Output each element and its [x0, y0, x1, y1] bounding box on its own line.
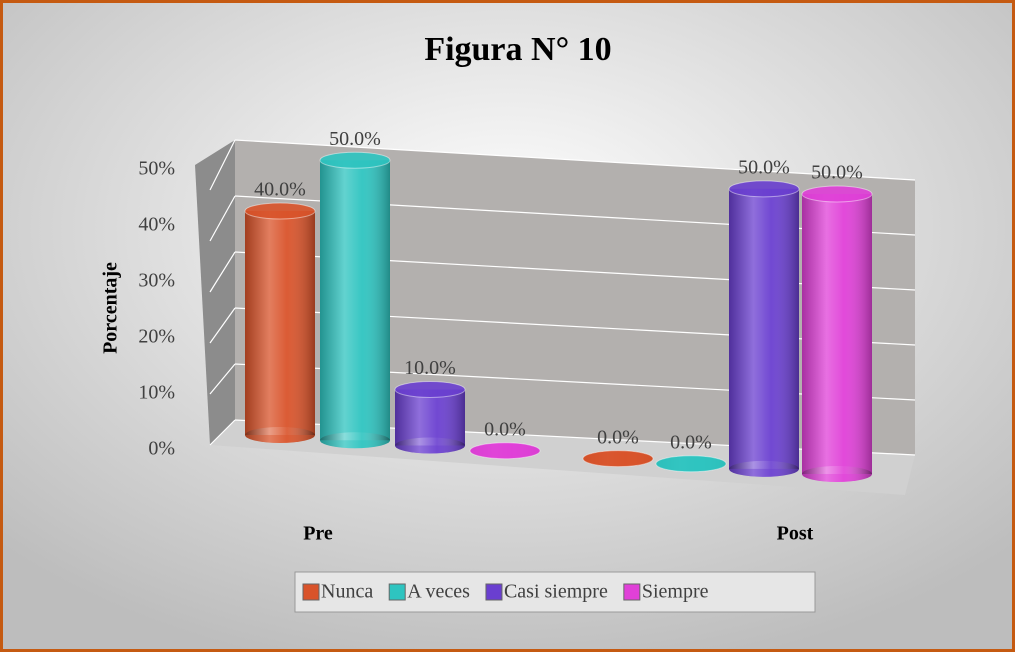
- grid-line: [209, 251, 236, 293]
- cylinder-shine-base: [395, 437, 465, 454]
- legend: [294, 571, 816, 613]
- cylinder: [582, 450, 654, 468]
- legend-label: A veces: [407, 581, 470, 603]
- cylinder-shine-base: [245, 427, 315, 443]
- y-tick-label: 30%: [138, 270, 175, 292]
- cylinder-shine: [245, 211, 315, 435]
- legend-label: Casi siempre: [504, 581, 608, 603]
- y-tick-label: 50%: [138, 158, 175, 180]
- legend-swatch: [623, 583, 641, 601]
- cylinder-top: [319, 151, 391, 169]
- x-tick-label: Pre: [303, 523, 333, 545]
- cylinder-shine: [320, 160, 390, 441]
- y-tick-label: 0%: [148, 438, 175, 460]
- chart-title: Figura N° 10: [424, 31, 611, 68]
- side-wall: [195, 140, 235, 445]
- grid-line: [209, 139, 236, 191]
- cylinder: [244, 202, 316, 443]
- value-label: 0.0%: [484, 418, 526, 440]
- cylinder-shine: [802, 193, 872, 474]
- cylinder-top: [655, 455, 727, 473]
- y-axis-label: Porcentaje: [100, 262, 122, 354]
- value-label: 40.0%: [254, 179, 306, 201]
- value-label: 50.0%: [329, 128, 381, 150]
- value-label: 50.0%: [811, 162, 863, 184]
- value-label: 0.0%: [670, 431, 712, 453]
- grid-line: [234, 139, 916, 181]
- legend-swatch: [485, 583, 503, 601]
- cylinder-shine-base: [320, 432, 390, 449]
- value-label: 10.0%: [404, 357, 456, 379]
- legend-swatch: [388, 583, 406, 601]
- y-tick-label: 20%: [138, 326, 175, 348]
- cylinder-top: [469, 442, 541, 460]
- cylinder: [655, 455, 727, 473]
- y-tick-label: 40%: [138, 214, 175, 236]
- cylinder-top: [244, 202, 316, 220]
- value-label: 50.0%: [738, 156, 790, 178]
- grid-line: [209, 419, 236, 446]
- cylinder-top: [394, 381, 466, 398]
- grid-line: [209, 195, 236, 242]
- cylinder-top: [728, 180, 800, 198]
- cylinder: [469, 442, 541, 460]
- grid-line: [209, 307, 236, 344]
- cylinder: [801, 185, 873, 482]
- cylinder-shine-base: [802, 465, 872, 482]
- cylinder: [728, 180, 800, 477]
- cylinder-shine: [729, 188, 799, 469]
- legend-label: Nunca: [321, 581, 373, 603]
- cylinder: [394, 381, 466, 454]
- grid-line: [209, 363, 236, 395]
- y-tick-label: 10%: [138, 382, 175, 404]
- cylinder-top: [582, 450, 654, 468]
- legend-swatch: [302, 583, 320, 601]
- cylinder-shine: [395, 389, 465, 446]
- legend-label: Siempre: [642, 581, 709, 603]
- value-label: 0.0%: [597, 426, 639, 448]
- cylinder: [319, 151, 391, 449]
- x-tick-label: Post: [777, 523, 814, 545]
- cylinder-top: [801, 185, 873, 203]
- cylinder-shine-base: [729, 460, 799, 477]
